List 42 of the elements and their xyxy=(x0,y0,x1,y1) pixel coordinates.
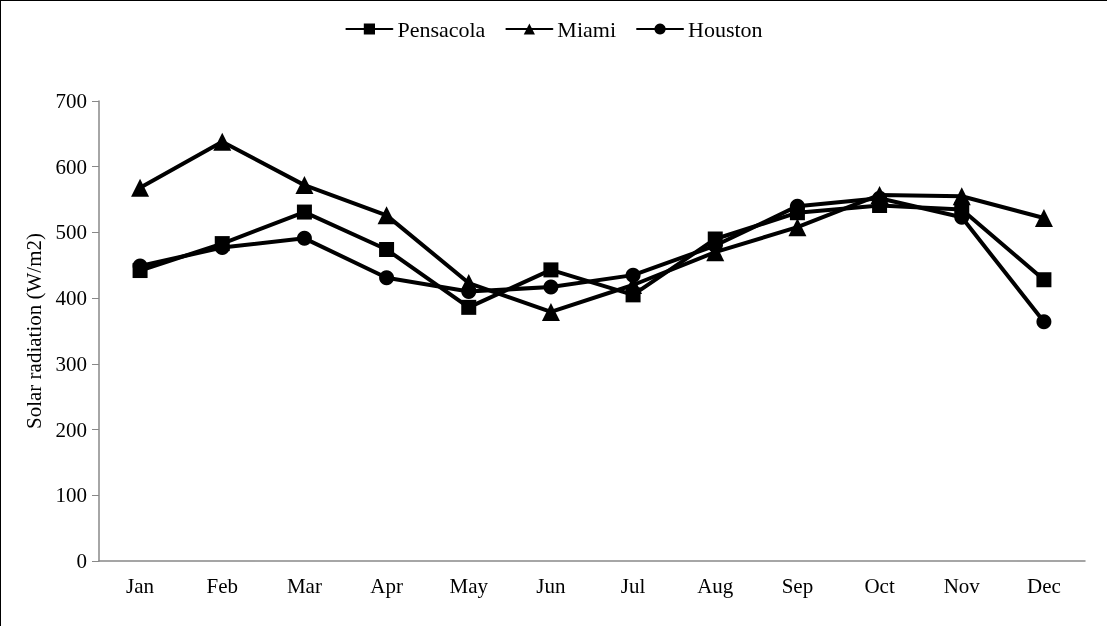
point xyxy=(1036,314,1052,330)
legend-label: Miami xyxy=(557,16,617,42)
point xyxy=(296,230,312,246)
x-tick-label: Dec xyxy=(1027,573,1061,598)
x-tick-label: Mar xyxy=(286,573,322,598)
y-tick-label: 600 xyxy=(55,154,87,179)
point xyxy=(131,178,150,197)
y-tick-label: 100 xyxy=(55,483,87,508)
point xyxy=(541,302,560,321)
x-tick-label: Nov xyxy=(943,573,981,598)
point xyxy=(952,187,971,206)
point xyxy=(625,267,641,283)
x-tick-label: Jun xyxy=(536,573,566,598)
point xyxy=(296,204,312,220)
x-tick-label: May xyxy=(449,573,489,598)
y-tick-label: 300 xyxy=(55,351,87,376)
point xyxy=(379,242,395,258)
x-tick-label: Jan xyxy=(126,573,155,598)
point xyxy=(1036,272,1052,288)
point xyxy=(377,206,396,225)
point xyxy=(1034,208,1053,227)
y-tick-label: 200 xyxy=(55,417,87,442)
y-tick-label: 700 xyxy=(55,89,87,113)
x-tick-label: Apr xyxy=(370,573,403,598)
legend-label: Pensacola xyxy=(397,16,486,42)
point xyxy=(543,279,559,295)
point xyxy=(788,218,807,237)
x-tick-label: Jul xyxy=(620,573,646,598)
legend-label: Houston xyxy=(688,16,763,42)
point xyxy=(379,270,395,286)
y-tick-label: 400 xyxy=(55,286,87,311)
x-tick-label: Aug xyxy=(697,573,734,598)
point xyxy=(295,176,314,195)
y-axis-title: Solar radiation (W/m2) xyxy=(21,233,46,429)
point xyxy=(213,132,232,151)
x-tick-label: Oct xyxy=(864,573,895,598)
point xyxy=(461,299,477,315)
y-tick-label: 0 xyxy=(76,549,87,573)
point xyxy=(543,262,559,278)
x-tick-label: Sep xyxy=(781,573,814,598)
y-tick-label: 500 xyxy=(55,220,87,245)
x-tick-label: Feb xyxy=(206,573,238,598)
